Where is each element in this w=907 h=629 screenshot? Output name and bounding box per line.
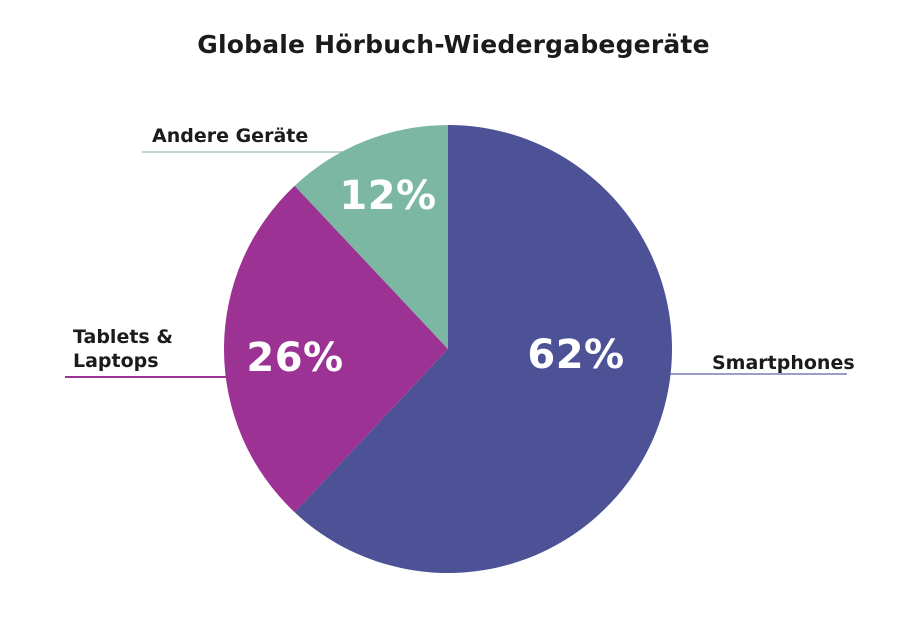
- slice-percent-andere-geraete: 12%: [339, 173, 437, 219]
- pie-slice-tablets-laptops: [224, 185, 448, 513]
- pie-chart: [224, 125, 672, 573]
- andere-geraete-callout-line: [142, 151, 362, 153]
- tablets-laptops-callout-line: [65, 376, 231, 378]
- pie-slice-andere-geraete: [294, 125, 448, 349]
- slice-percent-tablets-laptops: 26%: [246, 335, 344, 381]
- slice-label-smartphones: Smartphones: [712, 352, 855, 374]
- slice-label-andere-geraete: Andere Geräte: [152, 125, 309, 147]
- pie-slice-smartphones: [294, 125, 672, 573]
- slice-label-tablets-laptops: Tablets & Laptops: [73, 326, 173, 372]
- chart-title: Globale Hörbuch-Wiedergabegeräte: [197, 30, 710, 59]
- slice-percent-smartphones: 62%: [527, 332, 625, 378]
- smartphones-callout-line: [660, 373, 847, 375]
